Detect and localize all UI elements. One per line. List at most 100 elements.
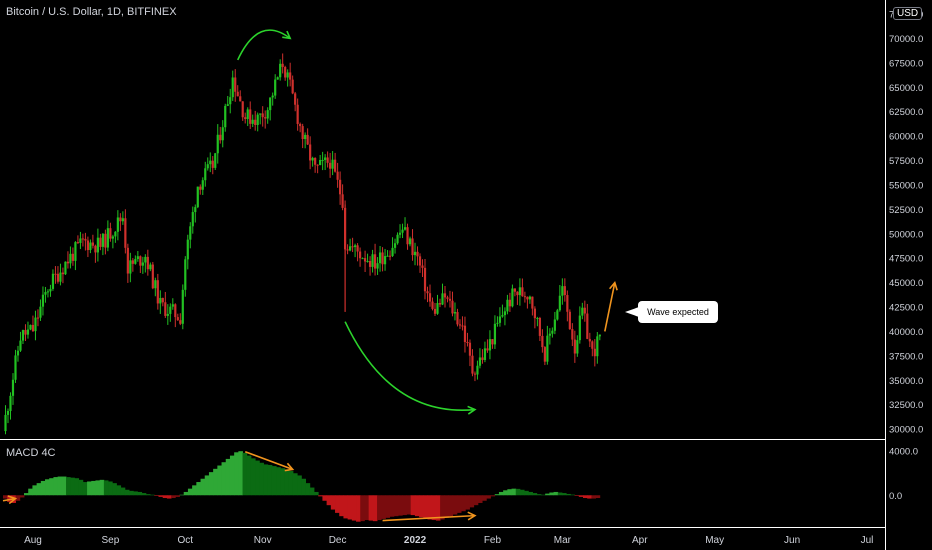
macd-bar <box>175 495 180 497</box>
candle-body <box>204 168 207 181</box>
macd-bar <box>221 462 227 496</box>
candle-body <box>26 329 30 335</box>
candle-body <box>316 164 319 166</box>
candle-body <box>478 357 482 366</box>
candle-body <box>431 301 434 309</box>
candle-body <box>453 312 457 314</box>
macd-bar <box>166 495 172 499</box>
candle-body <box>34 317 37 332</box>
candle-body <box>329 162 332 169</box>
time-tick-label: Dec <box>329 535 347 546</box>
candle-body <box>241 101 244 118</box>
candle-body <box>164 302 167 316</box>
candle-body <box>443 293 447 298</box>
candle-body <box>239 96 242 102</box>
candle-body <box>211 160 214 168</box>
candle-body <box>351 246 354 248</box>
macd-bar <box>158 495 164 497</box>
candle-body <box>498 316 502 323</box>
candle-body <box>421 265 424 268</box>
candle-body <box>229 97 232 105</box>
candle-body <box>14 355 17 380</box>
candle-body <box>9 395 12 411</box>
macd-bar <box>347 495 353 520</box>
annotation-layer <box>2 29 618 522</box>
macd-bar <box>70 477 75 496</box>
macd-bar <box>406 495 412 515</box>
macd-bar <box>225 458 231 496</box>
time-tick-label: May <box>705 535 724 546</box>
macd-bar <box>271 466 277 496</box>
macd-bar <box>448 495 454 517</box>
macd-bar <box>591 495 597 499</box>
macd-bar <box>368 495 374 521</box>
candle-body <box>446 297 449 299</box>
candle-body <box>69 253 72 264</box>
candle-body <box>249 109 252 124</box>
candle-body <box>406 227 409 245</box>
macd-bar <box>217 465 222 496</box>
macd-bar <box>87 481 92 496</box>
wave-expected-callout: Wave expected <box>625 301 718 323</box>
price-tick-label: 65000.0 <box>889 83 923 94</box>
macd-bar <box>595 495 601 499</box>
price-tick-label: 60000.0 <box>889 132 923 143</box>
macd-bar <box>200 478 206 496</box>
macd-bar <box>40 480 46 496</box>
macd-bar <box>91 480 96 496</box>
macd-bar <box>498 491 504 496</box>
candle-body <box>516 291 519 296</box>
candle-body <box>376 263 379 269</box>
candle-body <box>179 320 182 324</box>
candle-body <box>441 293 444 305</box>
candle-body <box>418 256 422 266</box>
macd-bar <box>103 480 109 496</box>
candle-body <box>174 304 177 318</box>
candle-body <box>508 299 512 307</box>
macd-bar <box>305 483 311 496</box>
candle-body <box>551 330 554 334</box>
macd-bar <box>108 481 113 496</box>
macd-bar <box>255 460 260 496</box>
macd-bar <box>381 495 386 519</box>
candle-body <box>458 324 462 326</box>
candle-body <box>44 292 47 295</box>
candle-body <box>561 286 564 296</box>
candle-body <box>433 308 437 314</box>
candle-body <box>154 280 157 289</box>
currency-badge[interactable]: USD <box>893 7 923 20</box>
macd-bar <box>540 494 546 496</box>
candle-body <box>24 330 27 335</box>
candle-body <box>334 159 337 172</box>
time-axis-labels: Aug Sep Oct Nov Dec 2022 Feb Mar Apr May Jun Jul <box>24 535 873 546</box>
macd-bar <box>154 495 159 496</box>
candle-body <box>296 104 299 124</box>
macd-bar <box>335 495 340 513</box>
candle-body <box>381 252 384 265</box>
green-curve-arrow <box>237 29 291 61</box>
candle-body <box>378 252 382 264</box>
candle-body <box>269 97 272 111</box>
macd-bar <box>507 489 512 496</box>
orange-arrow <box>604 282 616 332</box>
candle-body <box>106 228 109 248</box>
macd-bar <box>28 488 33 496</box>
candle-body <box>548 333 551 336</box>
macd-bar <box>419 495 424 518</box>
macd-bar <box>578 495 584 497</box>
candle-body <box>413 251 417 256</box>
candle-body <box>89 242 92 251</box>
price-tick-label: 50000.0 <box>889 229 923 240</box>
candle-body <box>144 256 147 263</box>
macd-bar <box>162 495 168 499</box>
candle-body <box>276 77 279 80</box>
candle-body <box>66 261 70 264</box>
macd-bar <box>318 495 323 497</box>
macd-bar <box>570 494 575 496</box>
candle-body <box>391 247 394 256</box>
macd-bar <box>398 495 403 516</box>
macd-bar <box>360 495 365 522</box>
candle-body <box>423 267 427 292</box>
macd-bar <box>192 485 197 496</box>
